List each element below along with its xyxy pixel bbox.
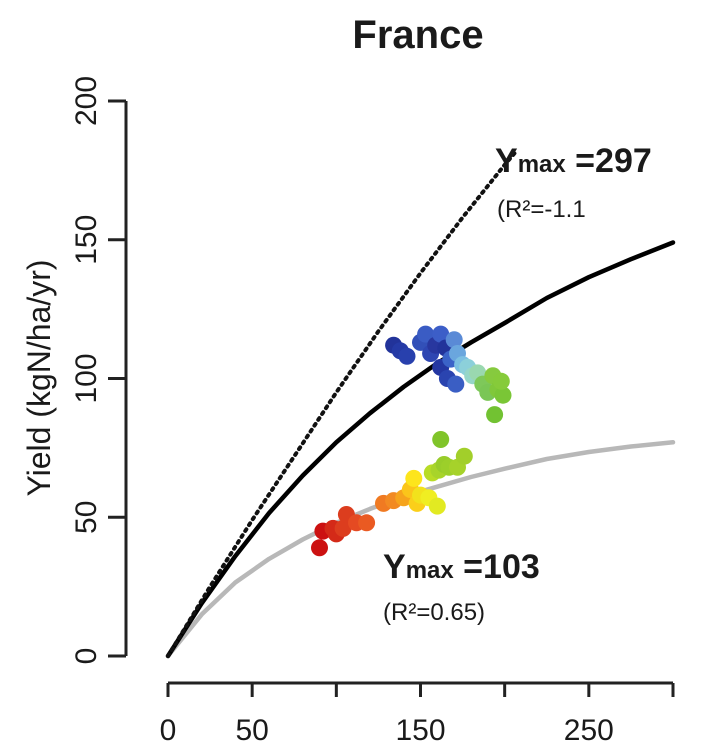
data-points <box>311 325 512 557</box>
data-point <box>455 447 473 465</box>
svg-text:Ymax =297: Ymax =297 <box>495 142 652 180</box>
data-point <box>445 331 463 349</box>
data-point <box>334 519 352 537</box>
data-point <box>486 406 504 424</box>
annotation-upper-r2: (R²=-1.1 <box>497 196 586 223</box>
data-point <box>428 497 446 515</box>
x-tick-label: 150 <box>395 714 445 747</box>
curve-dotted <box>166 148 519 658</box>
y-tick-label: 200 <box>70 76 103 126</box>
annotation-upper: Ymax =297 (R²=-1.1 <box>495 142 652 223</box>
annotation-upper-y: Y <box>495 142 518 180</box>
annotation-upper-sub: max <box>518 151 567 178</box>
annotation-lower: Ymax =103 (R²=0.65) <box>383 548 540 626</box>
svg-text:Ymax =103: Ymax =103 <box>383 548 540 586</box>
data-point <box>311 539 328 557</box>
data-point <box>417 325 435 343</box>
y-axis: 0 50 100 150 200 <box>70 76 128 665</box>
data-point <box>432 431 450 448</box>
data-point <box>492 372 510 390</box>
data-point <box>447 375 465 393</box>
x-tick-label: 0 <box>160 714 177 747</box>
curve-upper <box>165 240 676 659</box>
y-axis-label: Yield (kgN/ha/yr) <box>21 259 57 496</box>
data-point <box>405 469 423 487</box>
data-point <box>494 386 512 404</box>
x-axis: 0 50 150 250 <box>160 681 675 747</box>
data-point <box>398 347 416 365</box>
y-tick-label: 100 <box>70 353 103 403</box>
y-tick-label: 50 <box>70 501 103 534</box>
annotation-lower-value: =103 <box>454 548 540 586</box>
annotation-lower-y: Y <box>383 548 406 586</box>
x-tick-label: 250 <box>564 714 614 747</box>
y-tick-label: 0 <box>70 648 103 665</box>
chart-title: France <box>352 13 483 57</box>
annotation-upper-value: =297 <box>566 142 652 180</box>
x-tick-label: 50 <box>235 714 268 747</box>
data-point <box>358 514 376 532</box>
y-tick-label: 150 <box>70 215 103 265</box>
annotation-lower-r2: (R²=0.65) <box>383 599 485 626</box>
data-point <box>432 325 450 343</box>
annotation-lower-sub: max <box>406 557 455 584</box>
